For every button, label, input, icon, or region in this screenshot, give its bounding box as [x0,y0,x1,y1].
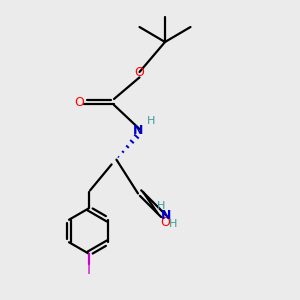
Text: O: O [160,215,170,229]
Text: O: O [135,65,144,79]
Text: H: H [157,201,165,212]
Text: N: N [161,209,171,222]
Text: H: H [147,116,155,126]
Text: H: H [169,219,177,230]
Text: O: O [75,95,84,109]
Text: N: N [133,124,143,137]
Text: I: I [86,263,91,277]
